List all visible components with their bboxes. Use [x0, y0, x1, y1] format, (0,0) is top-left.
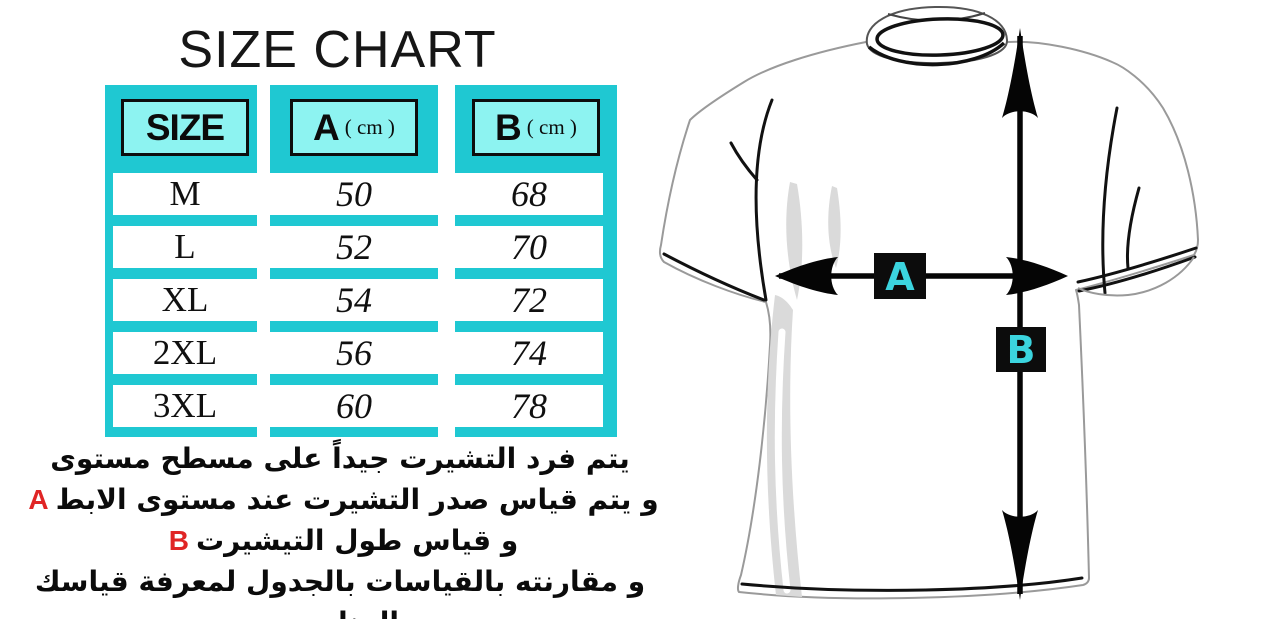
- value-cell-b: 78: [455, 385, 603, 427]
- arrowhead-left: [775, 257, 838, 295]
- value-cell-a: 52: [270, 226, 438, 268]
- size-cell: L: [113, 226, 257, 268]
- note-text: و مقارنته بالقياسات بالجدول لمعرفة قياسك…: [34, 565, 646, 619]
- tshirt-diagram: A B: [659, 5, 1199, 600]
- note-line: يتم فرد التشيرت جيداً على مسطح مستوى: [10, 438, 670, 479]
- size-cell: XL: [113, 279, 257, 321]
- hem-lines: [662, 246, 1198, 592]
- tshirt-outline: [659, 32, 1199, 600]
- length-label: B: [1007, 328, 1036, 372]
- size-cell: M: [113, 173, 257, 215]
- header-cell-size: SIZE: [121, 99, 249, 156]
- header-unit: ( cm ): [526, 115, 577, 139]
- length-label-box: B: [996, 327, 1046, 372]
- value-cell-b: 74: [455, 332, 603, 374]
- fold-creases: [729, 98, 1141, 302]
- length-arrow: [1002, 28, 1038, 600]
- value-cell-b: 70: [455, 226, 603, 268]
- page-title: SIZE CHART: [178, 21, 497, 79]
- collar: [865, 5, 1008, 67]
- value-cell-a: 50: [270, 173, 438, 215]
- arrowhead-down: [1002, 510, 1038, 600]
- value-cell-a: 54: [270, 279, 438, 321]
- note-text: و قياس طول التيشيرت: [196, 524, 519, 557]
- column-b-length: B ( cm ) 68 70 72 74 78: [455, 85, 617, 437]
- header-label: SIZE: [145, 106, 225, 148]
- arrowhead-right: [1006, 257, 1068, 295]
- value-cell-a: 60: [270, 385, 438, 427]
- header-cell-a: A ( cm ): [290, 99, 418, 156]
- header-label: B: [495, 106, 522, 148]
- value-cell-b: 68: [455, 173, 603, 215]
- size-table: SIZE M L XL 2XL 3XL A ( cm ) 50 52 54 56…: [105, 85, 617, 437]
- note-text: و يتم قياس صدر التشيرت عند مستوى الابط: [55, 483, 659, 516]
- width-label: A: [885, 255, 915, 299]
- header-unit: ( cm ): [344, 115, 395, 139]
- note-line: و يتم قياس صدر التشيرت عند مستوى الابطA: [10, 479, 670, 520]
- measurement-instructions: يتم فرد التشيرت جيداً على مسطح مستوى و ي…: [10, 438, 670, 619]
- note-mark: A: [28, 484, 49, 515]
- size-cell: 3XL: [113, 385, 257, 427]
- value-cell-b: 72: [455, 279, 603, 321]
- width-label-box: A: [874, 253, 926, 299]
- value-cell-a: 56: [270, 332, 438, 374]
- header-cell-b: B ( cm ): [472, 99, 600, 156]
- size-cell: 2XL: [113, 332, 257, 374]
- note-text: يتم فرد التشيرت جيداً على مسطح مستوى: [50, 442, 630, 475]
- header-label: A: [313, 106, 340, 148]
- arrowhead-up: [1002, 28, 1038, 118]
- note-mark: B: [168, 525, 189, 556]
- note-line: و قياس طول التيشيرتB: [10, 520, 670, 561]
- note-line: و مقارنته بالقياسات بالجدول لمعرفة قياسك…: [10, 561, 670, 619]
- column-size: SIZE M L XL 2XL 3XL: [105, 85, 257, 437]
- column-a-width: A ( cm ) 50 52 54 56 60: [270, 85, 438, 437]
